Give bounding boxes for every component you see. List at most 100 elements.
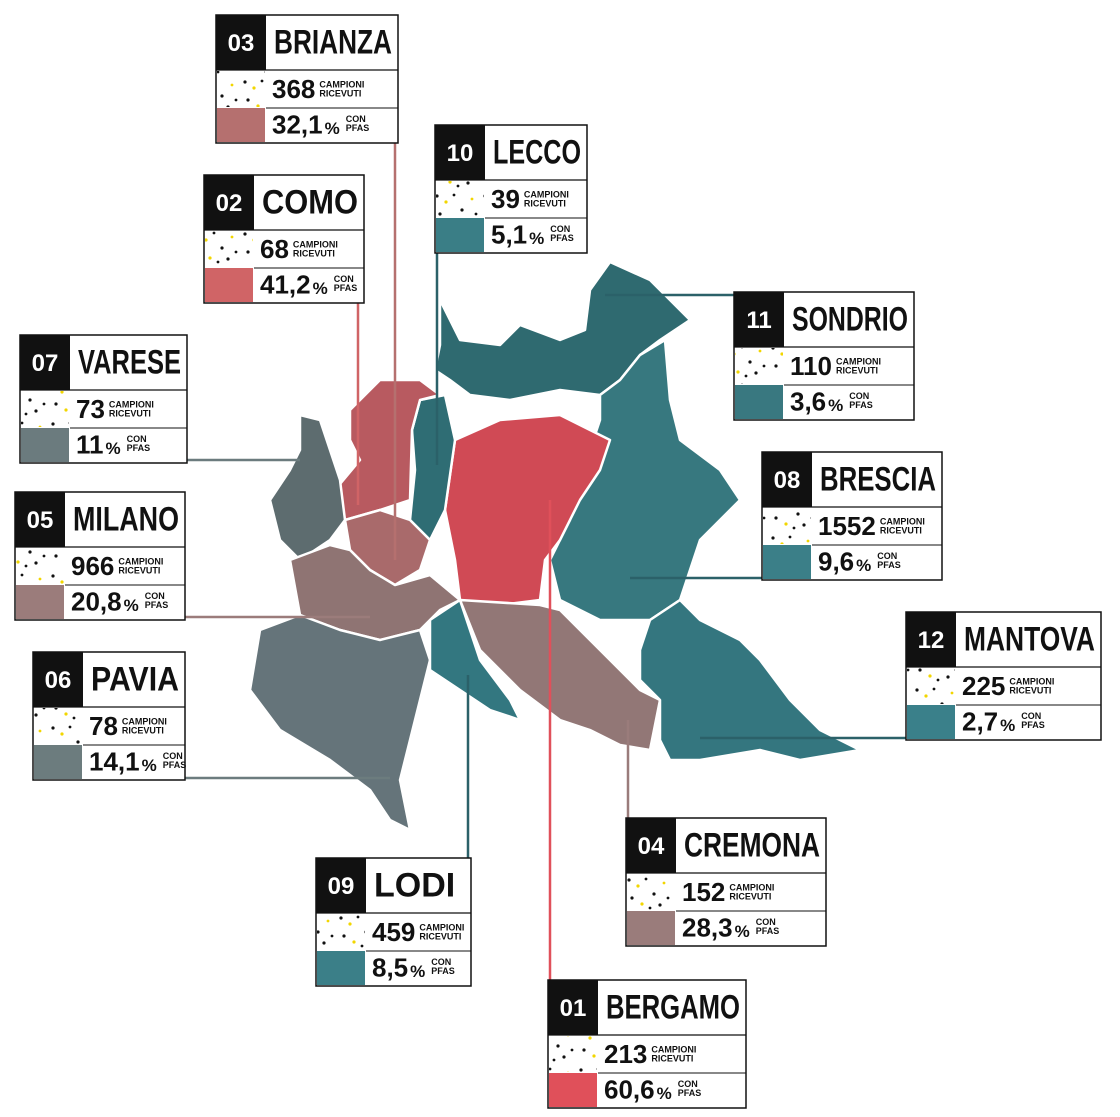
pfas-label: CON [1021, 711, 1041, 721]
samples-label: RICEVUTI [122, 725, 164, 735]
percent-sign: % [313, 279, 328, 298]
samples-count: 966 [71, 551, 114, 581]
samples-label: RICEVUTI [729, 891, 771, 901]
province-number: 09 [328, 873, 355, 900]
color-swatch [735, 385, 783, 419]
samples-label: RICEVUTI [109, 408, 151, 418]
province-number: 11 [746, 307, 771, 334]
province-number: 08 [774, 467, 801, 494]
sample-texture [21, 391, 69, 427]
pfas-label: PFAS [877, 560, 901, 570]
province-name: PAVIA [91, 660, 179, 698]
sample-texture [217, 71, 265, 107]
samples-count: 1552 [818, 511, 876, 541]
color-swatch [907, 705, 955, 739]
province-name: MILANO [73, 500, 179, 538]
province-number: 12 [918, 627, 945, 654]
sondrio-region [433, 260, 692, 402]
samples-label: CAMPIONI [880, 516, 925, 526]
pfas-label: PFAS [346, 123, 370, 133]
province-name: LODI [374, 866, 455, 904]
samples-label: RICEVUTI [651, 1053, 693, 1063]
province-name: CREMONA [684, 826, 820, 864]
number-badge [548, 980, 598, 1035]
sample-texture [436, 181, 484, 217]
pfas-share: 2,7 [962, 706, 998, 736]
pfas-label: CON [678, 1079, 698, 1089]
pfas-label: PFAS [756, 926, 780, 936]
samples-label: CAMPIONI [729, 882, 774, 892]
pfas-label: PFAS [127, 443, 151, 453]
province-name: MANTOVA [964, 620, 1095, 658]
pfas-label: CON [145, 591, 165, 601]
percent-sign: % [142, 756, 157, 775]
percent-sign: % [106, 439, 121, 458]
samples-label: RICEVUTI [118, 565, 160, 575]
pfas-share: 41,2 [260, 269, 311, 299]
samples-label: CAMPIONI [109, 399, 154, 409]
samples-label: CAMPIONI [122, 716, 167, 726]
province-name: BERGAMO [606, 988, 740, 1026]
pfas-share: 20,8 [71, 586, 122, 616]
percent-sign: % [1000, 716, 1015, 735]
samples-label: RICEVUTI [836, 365, 878, 375]
samples-count: 213 [604, 1039, 647, 1069]
pfas-label: PFAS [550, 233, 574, 243]
samples-count: 152 [682, 877, 725, 907]
pfas-label: PFAS [145, 600, 169, 610]
samples-count: 459 [372, 917, 415, 947]
pfas-label: CON [127, 434, 147, 444]
color-swatch [763, 545, 811, 579]
pfas-label: CON [431, 957, 451, 967]
samples-label: CAMPIONI [651, 1044, 696, 1054]
samples-label: RICEVUTI [1009, 685, 1051, 695]
samples-count: 225 [962, 671, 1005, 701]
color-swatch [627, 911, 675, 945]
pfas-share: 3,6 [790, 386, 826, 416]
mantova-region [638, 598, 862, 762]
samples-label: CAMPIONI [118, 556, 163, 566]
percent-sign: % [856, 556, 871, 575]
samples-count: 68 [260, 234, 289, 264]
pfas-label: CON [756, 917, 776, 927]
pfas-label: PFAS [1021, 720, 1045, 730]
province-number: 06 [45, 667, 72, 694]
pfas-share: 32,1 [272, 109, 323, 139]
samples-label: CAMPIONI [419, 922, 464, 932]
samples-label: CAMPIONI [524, 189, 569, 199]
pfas-label: PFAS [163, 760, 187, 770]
number-badge [204, 175, 254, 230]
pfas-label: CON [334, 274, 354, 284]
province-number: 03 [228, 30, 255, 57]
pfas-share: 5,1 [491, 219, 527, 249]
number-badge [906, 612, 956, 667]
color-swatch [436, 218, 484, 252]
province-name: LECCO [493, 133, 581, 171]
samples-label: CAMPIONI [319, 79, 364, 89]
cremona-region [458, 598, 662, 752]
pfas-label: CON [346, 114, 366, 124]
number-badge [20, 335, 70, 390]
samples-count: 73 [76, 394, 105, 424]
sample-texture [34, 708, 82, 744]
percent-sign: % [325, 119, 340, 138]
number-badge [762, 452, 812, 507]
samples-label: CAMPIONI [1009, 676, 1054, 686]
color-swatch [205, 268, 253, 302]
province-name: COMO [262, 183, 358, 221]
number-badge [626, 818, 676, 873]
sample-texture [317, 914, 365, 950]
number-badge [33, 652, 83, 707]
samples-label: CAMPIONI [293, 239, 338, 249]
samples-label: RICEVUTI [293, 248, 335, 258]
samples-label: CAMPIONI [836, 356, 881, 366]
